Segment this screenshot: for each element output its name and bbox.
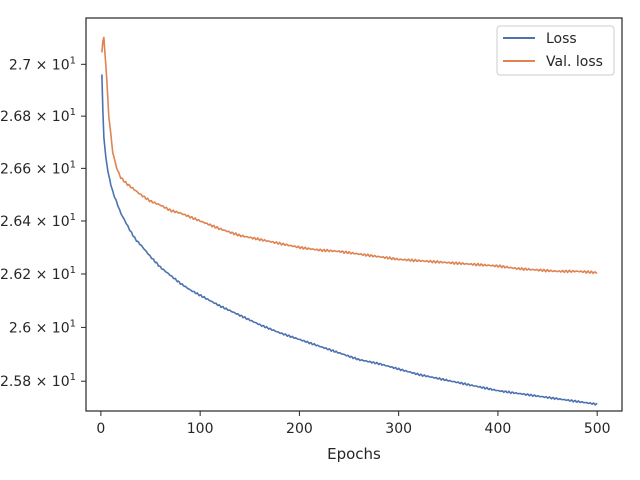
x-axis-label: Epochs [327,445,381,463]
y-tick-label: 2.66 × 101 [0,159,76,177]
x-tick-label: 500 [584,421,611,437]
y-tick-label: 2.6 × 101 [9,318,76,336]
legend-label-val-loss: Val. loss [546,54,603,70]
legend-label-loss: Loss [546,31,577,47]
series-line-loss [101,74,598,406]
plot-lines [101,36,598,406]
y-tick-label: 2.7 × 101 [9,55,76,73]
plot-frame [85,17,623,412]
x-tick-label: 400 [485,421,512,437]
x-tick-label: 100 [187,421,214,437]
y-axis: 2.58 × 101 2.6 × 101 2.62 × 101 2.64 × 101 2… [0,55,86,390]
x-axis: 0 100 200 300 400 500 [96,411,611,437]
y-tick-label: 2.64 × 101 [0,212,76,230]
series-line-val-loss [101,36,598,275]
y-tick-label: 2.58 × 101 [0,372,76,390]
y-tick-label: 2.68 × 101 [0,107,76,125]
x-tick-label: 200 [286,421,313,437]
legend: Loss Val. loss [496,25,615,76]
x-tick-label: 0 [96,421,105,437]
y-tick-label: 2.62 × 101 [0,265,76,283]
x-tick-label: 300 [385,421,412,437]
